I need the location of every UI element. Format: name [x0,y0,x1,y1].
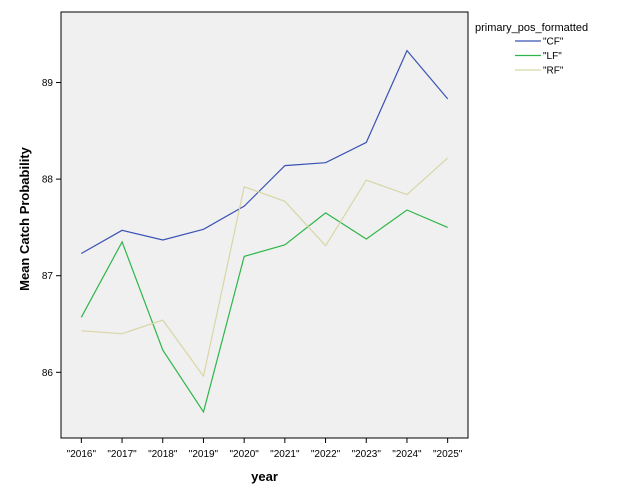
series-line-0 [81,49,449,255]
x-axis: "2016" "2017" "2018" "2019" "2020" "2021" "202… [67,438,463,460]
y-tick-label: 88 [42,175,54,186]
series-line-1 [80,209,448,414]
y-tick-label: 87 [42,271,54,282]
x-tick-label: "2016" [67,449,97,460]
legend-entry-2: "RF" [543,66,564,77]
x-tick-label: "2023" [352,449,382,460]
legend-entry-0: "CF" [543,37,564,48]
x-axis-title: year [251,469,278,484]
legend-entry-1: "LF" [543,51,562,62]
legend-title: primary_pos_formatted [475,22,588,34]
x-tick-label: "2019" [189,449,219,460]
y-tick-label: 89 [42,78,54,89]
x-tick-label: "2024" [392,449,422,460]
x-tick-label: "2025" [433,449,463,460]
series-line-2 [81,157,449,378]
legend: primary_pos_formatted "CF" "LF" "RF" [475,22,588,77]
y-axis-title: Mean Catch Probability [17,146,32,291]
plot-area [60,11,469,439]
series-layer [80,49,449,414]
y-axis: 86 87 88 89 [42,78,61,379]
x-tick-label: "2018" [148,449,178,460]
x-tick-label: "2021" [270,449,300,460]
x-tick-label: "2020" [229,449,259,460]
x-tick-label: "2017" [107,449,137,460]
x-tick-label: "2022" [311,449,341,460]
y-tick-label: 86 [42,368,54,379]
